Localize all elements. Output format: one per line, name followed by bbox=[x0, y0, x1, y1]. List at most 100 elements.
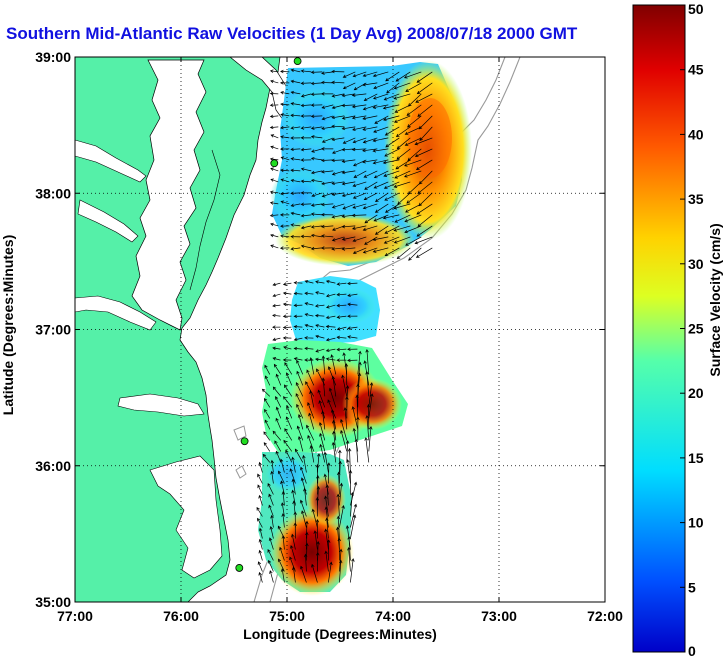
velocity-vector bbox=[280, 168, 290, 173]
velocity-vector bbox=[342, 203, 356, 210]
velocity-vector bbox=[325, 484, 329, 506]
velocity-vector bbox=[304, 291, 314, 296]
velocity-vector bbox=[320, 80, 334, 85]
velocity-vector bbox=[341, 93, 356, 98]
velocity-vector bbox=[384, 126, 400, 136]
velocity-vector bbox=[272, 304, 281, 308]
velocity-vector bbox=[280, 135, 290, 139]
velocity-vector bbox=[373, 126, 389, 133]
velocity-vector bbox=[338, 460, 342, 484]
velocity-vector bbox=[274, 440, 282, 452]
colorbar-ticks: 0 5 10 15 20 25 30 35 40 45 50 bbox=[680, 1, 704, 659]
velocity-vector bbox=[257, 473, 263, 484]
velocity-vector bbox=[372, 71, 389, 78]
velocity-vector bbox=[345, 440, 350, 463]
colorbar-tick-label: 0 bbox=[688, 643, 696, 659]
velocity-vector bbox=[280, 224, 290, 228]
velocity-vector bbox=[368, 382, 374, 408]
velocity-vector bbox=[290, 147, 301, 152]
velocity-vector bbox=[280, 480, 285, 495]
velocity-vector bbox=[339, 559, 343, 583]
velocity-vector bbox=[352, 137, 367, 144]
velocity-vector bbox=[309, 357, 315, 375]
velocity-vector bbox=[363, 170, 378, 178]
velocity-vector bbox=[310, 114, 323, 119]
radar-sites bbox=[235, 57, 302, 572]
velocity-vector bbox=[395, 71, 411, 82]
velocity-vector bbox=[395, 126, 411, 138]
velocity-vector bbox=[362, 82, 378, 87]
velocity-vector bbox=[279, 546, 285, 561]
velocity-vector bbox=[310, 212, 323, 216]
velocity-vector bbox=[300, 225, 312, 230]
velocity-vector bbox=[383, 93, 400, 101]
velocity-vector bbox=[327, 462, 331, 484]
albemarle-sound bbox=[117, 393, 205, 417]
velocity-coolspot bbox=[282, 88, 350, 148]
colorbar-tick-label: 30 bbox=[688, 256, 704, 272]
velocity-vector bbox=[396, 137, 411, 150]
velocity-vector bbox=[275, 373, 282, 386]
velocity-vector bbox=[318, 400, 326, 419]
velocity-vector bbox=[383, 170, 400, 177]
velocity-vector bbox=[394, 214, 411, 223]
velocity-vector bbox=[347, 535, 351, 561]
velocity-vector bbox=[325, 357, 336, 361]
velocity-vector bbox=[374, 225, 389, 235]
velocity-vector bbox=[336, 493, 340, 517]
velocity-vector bbox=[269, 213, 279, 218]
y-axis-label: Latitude (Degrees:Minutes) bbox=[0, 235, 16, 415]
velocity-vector bbox=[279, 147, 290, 151]
velocity-vector bbox=[290, 203, 301, 208]
velocity-vector bbox=[393, 93, 411, 100]
velocity-vector bbox=[291, 456, 296, 473]
velocity-vector bbox=[342, 71, 356, 78]
y-tick-label: 39:00 bbox=[35, 49, 71, 65]
velocity-vector bbox=[356, 383, 360, 408]
velocity-vector bbox=[310, 135, 323, 139]
velocity-vector bbox=[280, 113, 290, 117]
velocity-vector bbox=[270, 244, 279, 249]
velocity-vector bbox=[362, 225, 378, 232]
x-tick-label: 72:00 bbox=[587, 608, 623, 624]
velocity-vector bbox=[263, 431, 271, 441]
velocity-vector bbox=[403, 71, 422, 79]
velocity-vector bbox=[315, 518, 320, 539]
velocity-vector bbox=[350, 491, 354, 517]
velocity-vector bbox=[416, 71, 433, 83]
velocity-vector bbox=[328, 561, 333, 583]
velocity-vector bbox=[293, 324, 303, 329]
velocity-vector bbox=[393, 82, 411, 90]
velocity-vector bbox=[272, 430, 282, 441]
velocity-vector bbox=[324, 528, 329, 550]
colorbar-tick-label: 20 bbox=[688, 385, 704, 401]
velocity-vector bbox=[405, 236, 422, 246]
velocity-vector bbox=[343, 407, 348, 430]
velocity-vector bbox=[373, 214, 389, 222]
velocity-vector bbox=[258, 549, 263, 561]
velocity-vector bbox=[264, 419, 271, 430]
velocity-vector bbox=[372, 104, 389, 110]
velocity-vector bbox=[304, 279, 314, 284]
velocity-vector bbox=[300, 103, 312, 108]
velocity-vector bbox=[295, 393, 304, 408]
velocity-vector bbox=[321, 170, 334, 174]
velocity-vector bbox=[373, 93, 389, 100]
velocity-vector bbox=[290, 102, 301, 106]
velocity-vector bbox=[356, 416, 360, 441]
velocity-vector bbox=[279, 246, 290, 250]
velocity-vector bbox=[340, 418, 348, 441]
velocity-vector bbox=[283, 345, 292, 350]
velocity-vector bbox=[257, 484, 263, 495]
velocity-vector bbox=[291, 478, 296, 495]
velocity-vector bbox=[279, 213, 290, 217]
velocity-vector bbox=[372, 247, 389, 253]
velocity-vector bbox=[383, 236, 400, 244]
velocity-vector bbox=[315, 551, 320, 572]
velocity-vector bbox=[280, 502, 285, 517]
velocity-vector bbox=[290, 126, 301, 130]
velocity-vector bbox=[393, 225, 411, 232]
velocity-vector bbox=[269, 525, 274, 539]
velocity-vector bbox=[291, 533, 296, 550]
